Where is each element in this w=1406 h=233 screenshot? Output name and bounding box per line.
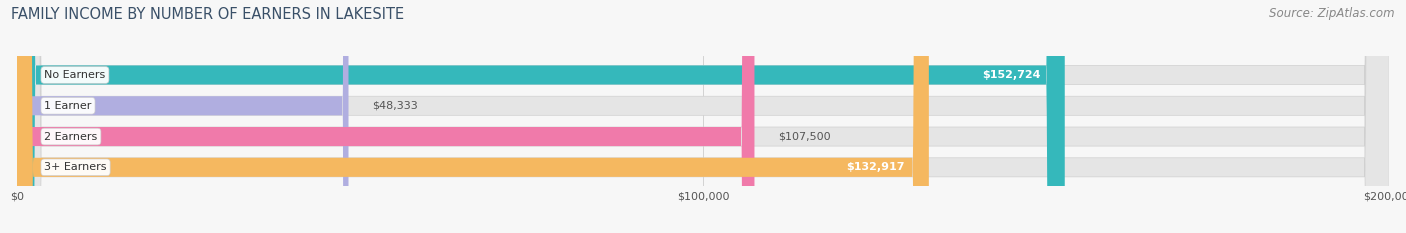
FancyBboxPatch shape — [17, 0, 349, 233]
FancyBboxPatch shape — [17, 0, 929, 233]
Text: Source: ZipAtlas.com: Source: ZipAtlas.com — [1270, 7, 1395, 20]
FancyBboxPatch shape — [17, 0, 1389, 233]
Text: $107,500: $107,500 — [779, 132, 831, 141]
FancyBboxPatch shape — [17, 0, 1064, 233]
Text: 1 Earner: 1 Earner — [45, 101, 91, 111]
Text: $48,333: $48,333 — [373, 101, 418, 111]
FancyBboxPatch shape — [17, 0, 755, 233]
Text: FAMILY INCOME BY NUMBER OF EARNERS IN LAKESITE: FAMILY INCOME BY NUMBER OF EARNERS IN LA… — [11, 7, 405, 22]
FancyBboxPatch shape — [17, 0, 1389, 233]
FancyBboxPatch shape — [17, 0, 1389, 233]
Text: 3+ Earners: 3+ Earners — [45, 162, 107, 172]
FancyBboxPatch shape — [17, 0, 1389, 233]
Text: No Earners: No Earners — [45, 70, 105, 80]
Text: $152,724: $152,724 — [983, 70, 1040, 80]
Text: 2 Earners: 2 Earners — [45, 132, 97, 141]
Text: $132,917: $132,917 — [846, 162, 905, 172]
